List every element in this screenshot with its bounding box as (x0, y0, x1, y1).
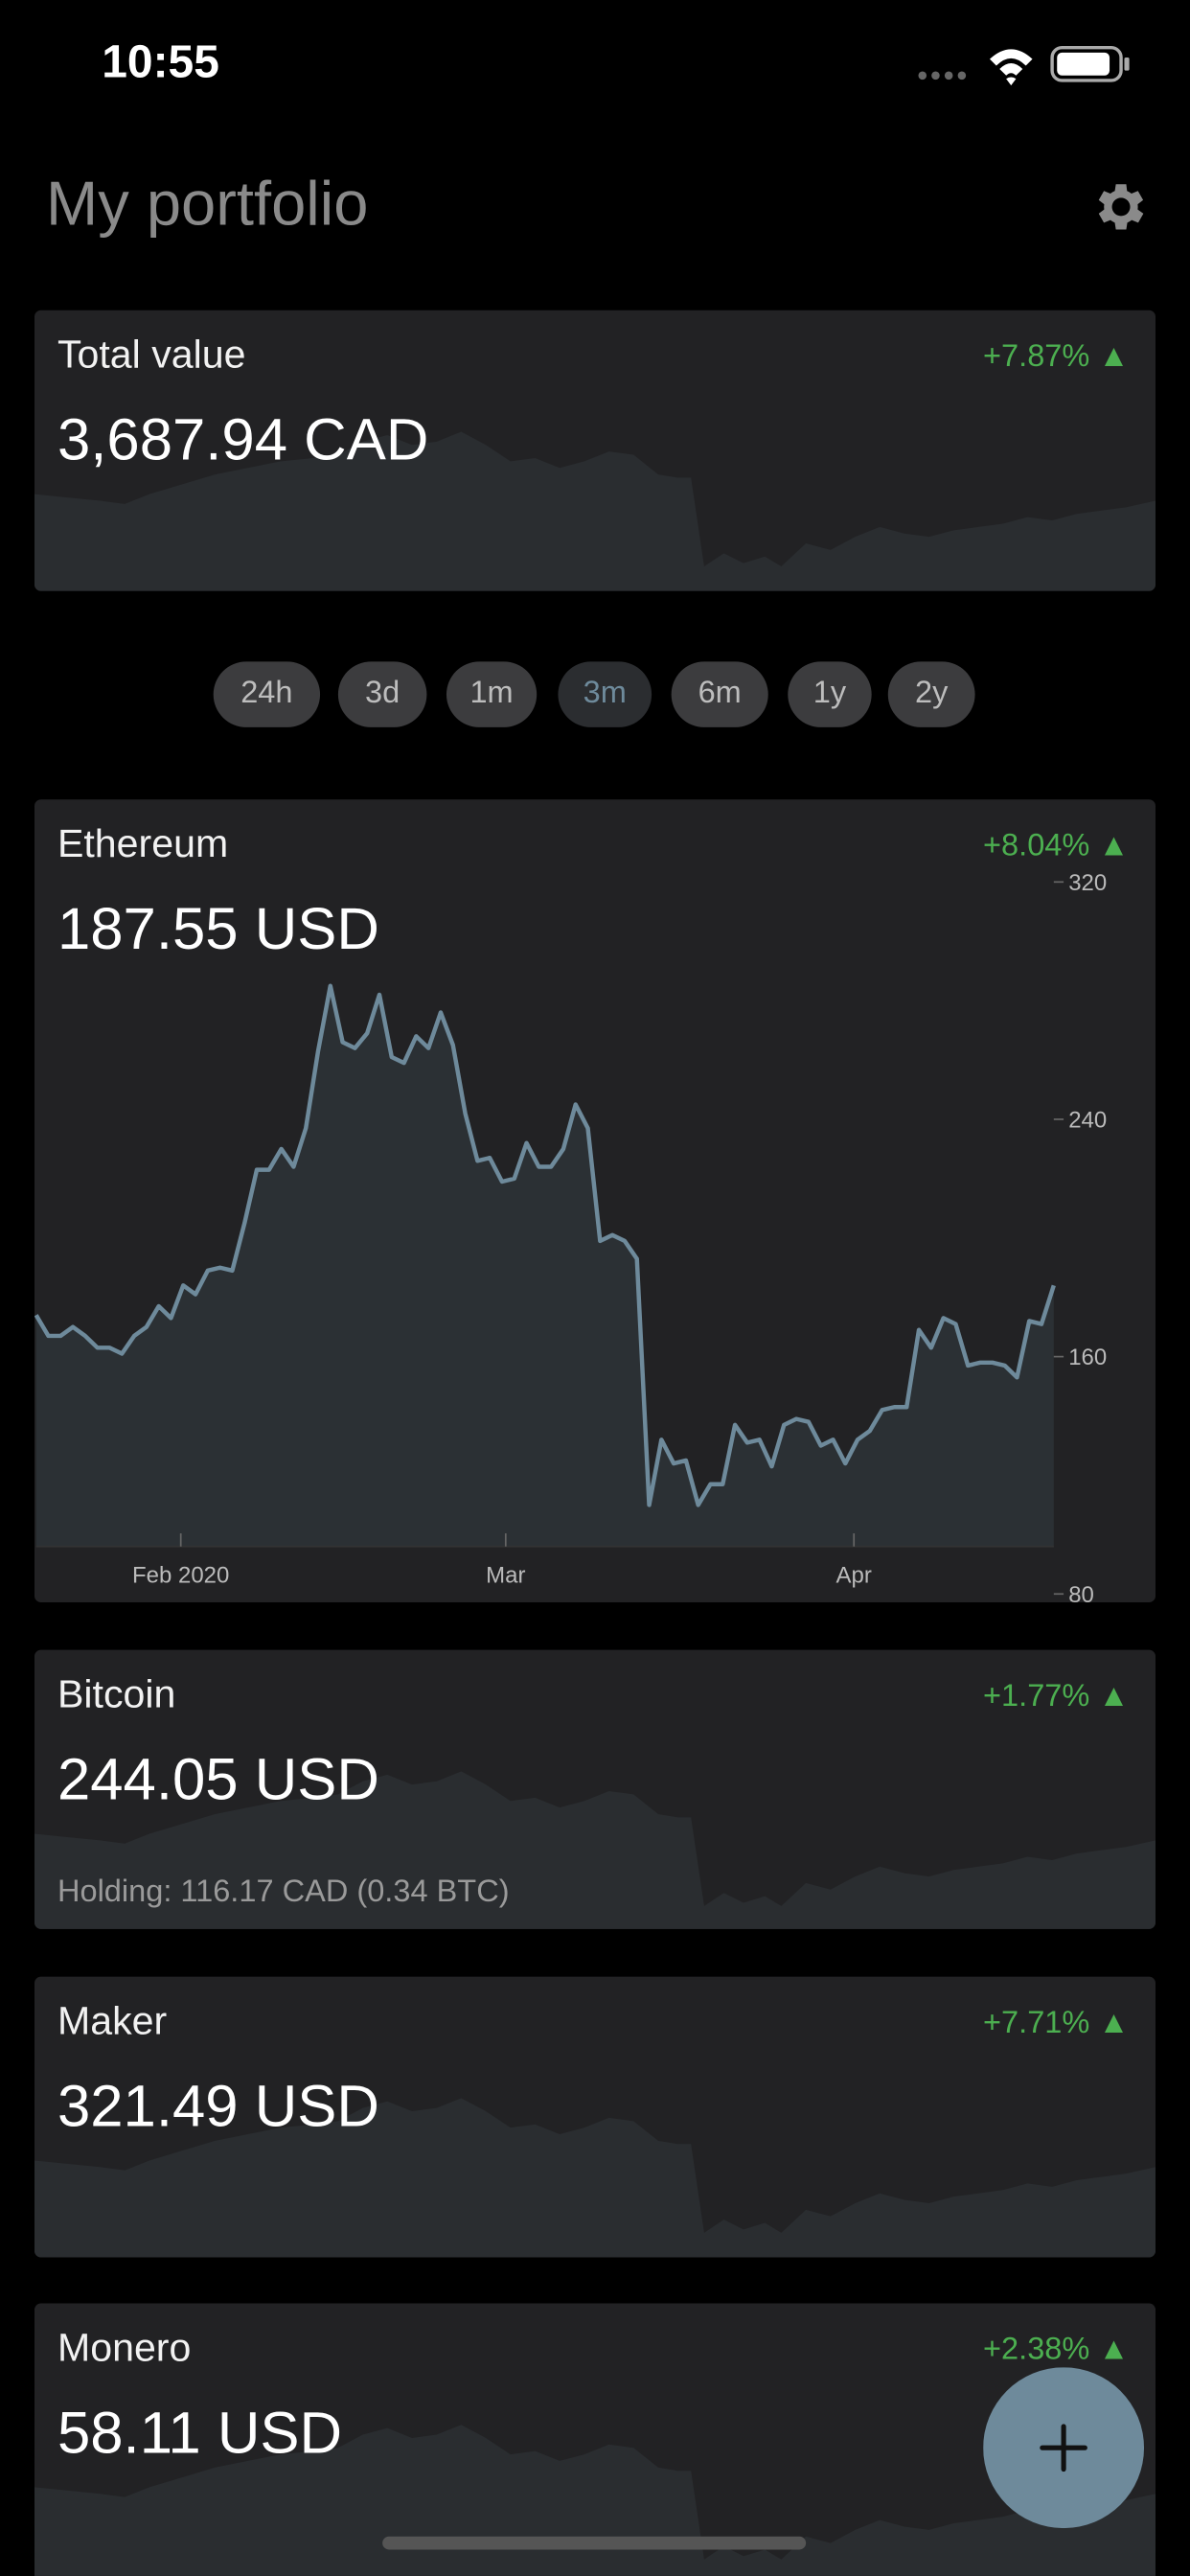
range-button[interactable]: 1m (446, 661, 538, 727)
card-value: 244.05 USD (57, 1745, 379, 1813)
card-change: +1.77% ▲ (983, 1679, 1130, 1714)
settings-button[interactable] (1089, 175, 1152, 238)
y-tick-label: 240 (1068, 1108, 1107, 1134)
card-value: 187.55 USD (57, 894, 379, 962)
y-tick-label: 320 (1068, 870, 1107, 896)
total-card[interactable]: Total value 3,687.94 CAD +7.87% ▲ (34, 310, 1156, 591)
maker-card[interactable]: Maker 321.49 USD +7.71% ▲ (34, 1976, 1156, 2258)
price-chart: 80 160 240 320 Feb 2020 Mar Apr (34, 870, 1107, 1602)
card-label: Total value (57, 333, 246, 379)
range-button[interactable]: 2y (887, 661, 975, 727)
card-label: Monero (57, 2326, 192, 2371)
range-button[interactable]: 6m (671, 661, 768, 727)
status-time: 10:55 (102, 35, 219, 87)
y-tick-label: 160 (1068, 1345, 1107, 1370)
card-label: Bitcoin (57, 1672, 176, 1717)
card-change: +2.38% ▲ (983, 2333, 1130, 2368)
x-tick-label: Mar (486, 1562, 525, 1588)
card-value: 321.49 USD (57, 2071, 379, 2140)
card-change: +7.71% ▲ (983, 2006, 1130, 2041)
home-indicator (382, 2536, 807, 2550)
card-change: +8.04% ▲ (983, 829, 1130, 864)
range-button[interactable]: 1y (788, 661, 872, 727)
status-icons (918, 45, 1130, 86)
x-tick-label: Apr (836, 1562, 872, 1588)
range-button[interactable]: 3d (337, 661, 427, 727)
ethereum-card[interactable]: 80 160 240 320 Feb 2020 Mar Apr Ethereum 187.5… (34, 799, 1156, 1602)
card-value: 58.11 USD (57, 2398, 343, 2467)
x-tick-label: Feb 2020 (132, 1562, 229, 1588)
bitcoin-card[interactable]: Bitcoin 244.05 USD +1.77% ▲ Holding: 116… (34, 1649, 1156, 1929)
card-label: Maker (57, 1999, 168, 2044)
range-button[interactable]: 3m (558, 661, 652, 727)
card-label: Ethereum (57, 822, 229, 867)
page-title: My portfolio (45, 171, 369, 241)
card-change: +7.87% ▲ (983, 339, 1130, 375)
price-area (35, 985, 1054, 1547)
monero-card[interactable]: Monero 58.11 USD +2.38% ▲ (34, 2303, 1156, 2576)
range-button[interactable]: 24h (213, 661, 321, 727)
y-tick-label: 80 (1068, 1582, 1094, 1602)
holding: Holding: 116.17 CAD (0.34 BTC) (57, 1874, 510, 1910)
price-line (34, 983, 1056, 1507)
card-value: 3,687.94 CAD (57, 405, 429, 473)
add-button[interactable] (983, 2367, 1145, 2529)
